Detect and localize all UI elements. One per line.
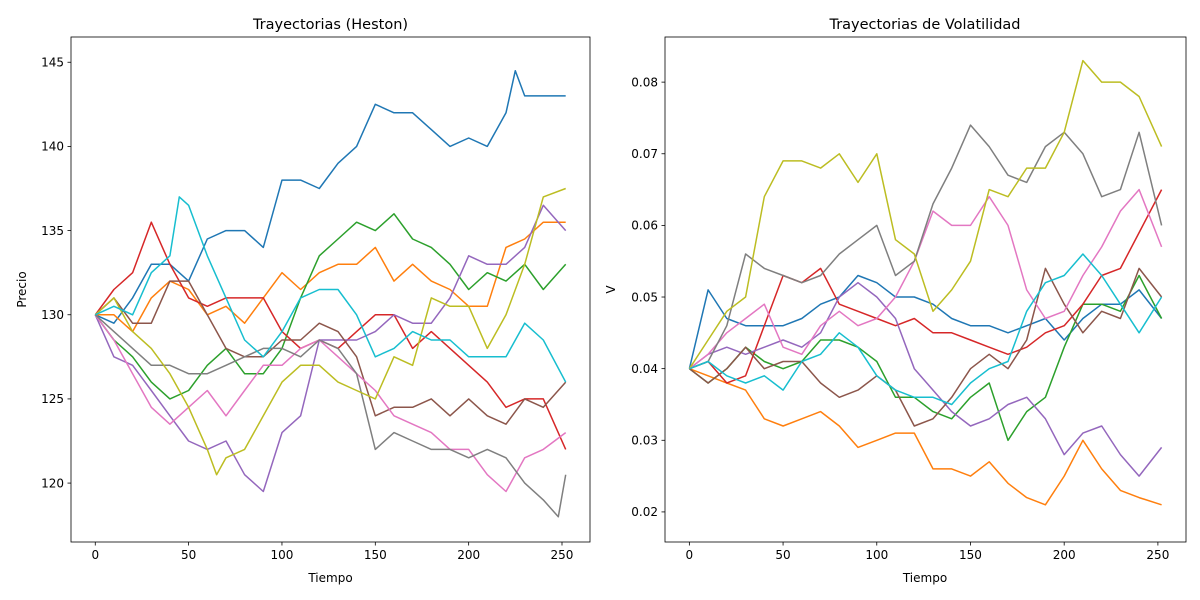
- series-line-9: [688, 59, 1163, 370]
- series-line-7: [94, 314, 567, 493]
- chart-price: Trayectorias (Heston) 0 50 100 150 200 250 12…: [15, 17, 591, 585]
- x-axis-label: Tiempo: [307, 571, 352, 585]
- series-line-1: [94, 69, 566, 324]
- x-ticks: 0 50 100 150 200 250: [91, 542, 573, 562]
- y-axis-label: V: [604, 285, 618, 294]
- y-tick-label: 140: [41, 140, 64, 154]
- series-line-6: [688, 267, 1163, 427]
- x-tick-label: 0: [686, 548, 694, 562]
- series-line-2: [689, 367, 1162, 506]
- plot-lines: [94, 69, 567, 518]
- y-tick-label: 0.07: [631, 147, 658, 161]
- y-tick-label: 145: [41, 56, 64, 70]
- plot-frame: [70, 36, 591, 543]
- series-line-10: [94, 196, 567, 383]
- x-tick-label: 100: [271, 548, 294, 562]
- x-tick-label: 250: [1146, 548, 1169, 562]
- series-line-9: [94, 187, 566, 476]
- chart-title: Trayectorias de Volatilidad: [828, 17, 1020, 33]
- series-line-6: [94, 280, 567, 425]
- x-tick-label: 150: [364, 548, 387, 562]
- y-axis-label: Precio: [15, 271, 29, 307]
- x-tick-label: 50: [775, 548, 790, 562]
- x-tick-label: 200: [457, 548, 480, 562]
- series-line-3: [688, 274, 1163, 442]
- y-tick-label: 0.02: [631, 505, 658, 519]
- plot-frame: [664, 36, 1187, 543]
- series-line-5: [94, 204, 567, 493]
- y-tick-label: 0.04: [631, 362, 658, 376]
- y-ticks: 0.02 0.03 0.04 0.05 0.06 0.07 0.08: [631, 75, 665, 519]
- series-line-10: [689, 253, 1163, 406]
- series-line-7: [688, 188, 1163, 370]
- series-line-3: [94, 213, 567, 400]
- y-ticks: 120 125 130 135 140 145: [41, 56, 71, 490]
- y-tick-label: 0.06: [631, 219, 658, 233]
- x-axis-label: Tiempo: [902, 571, 947, 585]
- plot-lines: [688, 59, 1163, 506]
- series-line-8: [689, 124, 1163, 370]
- y-tick-label: 0.08: [631, 75, 658, 89]
- y-tick-label: 0.05: [631, 290, 658, 304]
- series-line-1: [688, 274, 1163, 369]
- y-tick-label: 130: [41, 308, 64, 322]
- x-tick-label: 0: [91, 548, 99, 562]
- chart-volatility: Trayectorias de Volatilidad 0 50 100 150 200…: [604, 17, 1187, 585]
- series-line-4: [689, 189, 1163, 384]
- x-tick-label: 50: [181, 548, 196, 562]
- y-tick-label: 0.03: [631, 434, 658, 448]
- x-tick-label: 150: [959, 548, 982, 562]
- x-ticks: 0 50 100 150 200 250: [686, 542, 1169, 562]
- x-tick-label: 250: [551, 548, 574, 562]
- chart-title: Trayectorias (Heston): [252, 17, 408, 33]
- series-line-5: [688, 281, 1163, 477]
- y-tick-label: 135: [41, 224, 64, 238]
- y-tick-label: 125: [41, 392, 64, 406]
- x-tick-label: 200: [1053, 548, 1076, 562]
- series-line-8: [94, 314, 567, 518]
- x-tick-label: 100: [865, 548, 888, 562]
- y-tick-label: 120: [41, 476, 64, 490]
- series-line-2: [95, 221, 566, 333]
